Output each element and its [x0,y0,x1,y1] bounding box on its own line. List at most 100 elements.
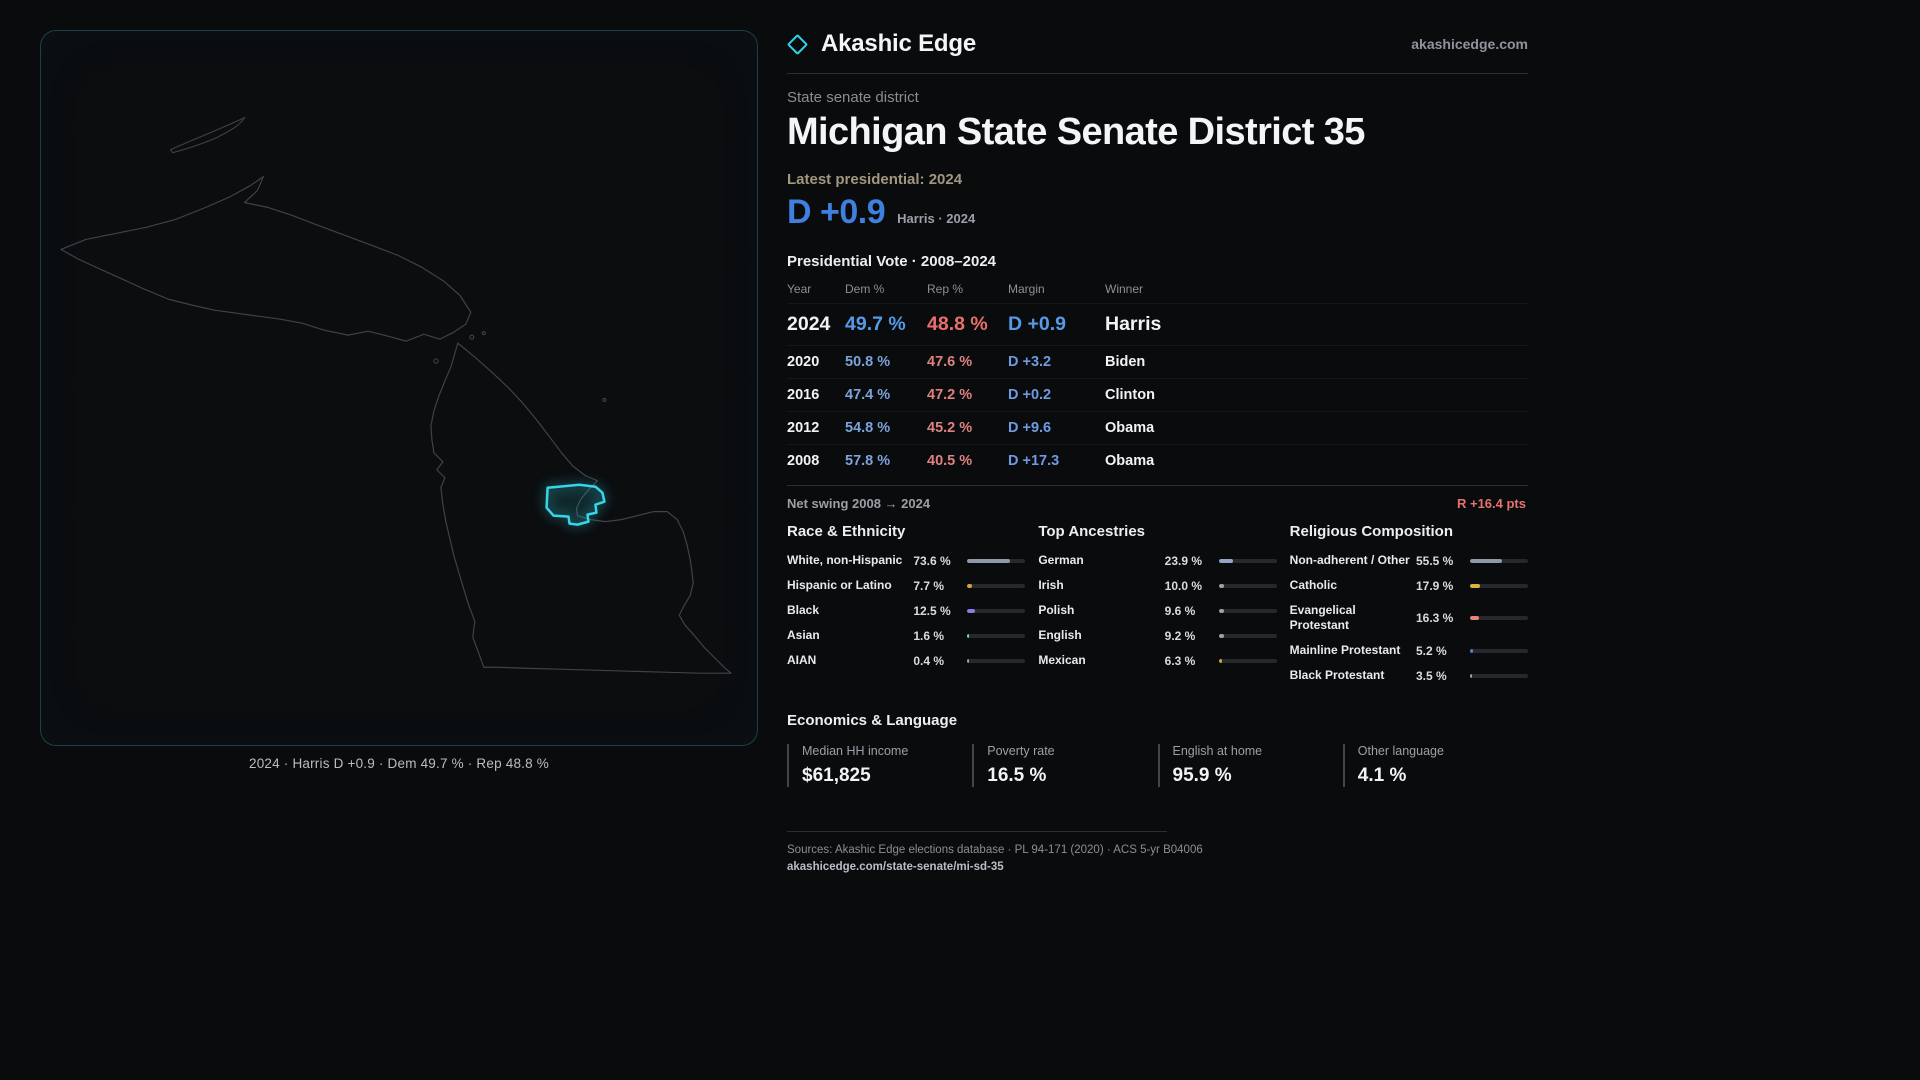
headline-margin-note: Harris · 2024 [897,211,976,226]
list-item: Catholic 17.9 % [1290,573,1528,598]
cell-winner: Obama [1105,453,1155,469]
report-panel: Akashic Edge akashicedge.com State senat… [786,24,1528,873]
table-row: 2012 54.8 % 45.2 % D +9.6 Obama [787,411,1528,444]
list-item: Black 12.5 % [787,598,1026,623]
stat-block: English at home 95.9 % [1157,744,1343,787]
list-item: AIAN 0.4 % [787,648,1026,673]
headline-margin-value: D +0.9 [787,193,886,231]
demo-value: 10.0 % [1164,578,1203,593]
stat-label: Other language [1357,744,1444,758]
cell-winner: Harris [1105,313,1162,335]
cell-margin: D +0.9 [1008,313,1066,335]
demo-label: Catholic [1289,578,1337,592]
demo-value: 0.4 % [913,653,945,668]
bar-track [1469,616,1528,620]
demo-value: 7.7 % [913,578,945,593]
race-ethnicity-column: Race & Ethnicity White, non-Hispanic 73.… [787,523,1026,688]
cell-dem: 54.8 % [845,420,891,436]
bar-track [1218,558,1277,563]
cell-rep: 47.2 % [927,387,973,403]
header-divider [787,73,1528,74]
cell-dem: 57.8 % [845,453,891,469]
site-link[interactable]: akashicedge.com [1411,36,1528,52]
bar-track [1218,583,1277,588]
bar-track [1469,673,1528,678]
sources-text: Sources: Akashic Edge elections database… [787,844,1203,856]
district-type-kicker: State senate district [787,89,919,106]
cell-year: 2024 [787,313,831,335]
page-title: Michigan State Senate District 35 [787,111,1365,153]
upper-peninsula-outline [60,175,472,342]
cell-year: 2008 [787,453,820,469]
island-dot [469,334,475,340]
cell-rep: 45.2 % [927,420,973,436]
bar-fill [1469,616,1480,620]
list-item: Asian 1.6 % [787,623,1026,648]
footer-divider [787,831,1167,832]
demo-label: Mainline Protestant [1289,643,1401,657]
list-item: White, non-Hispanic 73.6 % [787,548,1026,573]
stat-block: Poverty rate 16.5 % [972,744,1157,787]
economics-title: Economics & Language [787,712,958,729]
cell-dem: 47.4 % [845,387,891,403]
bar-track [1469,558,1528,563]
vote-table-header: Year Dem % Rep % Margin Winner [787,276,1528,303]
cell-rep: 47.6 % [927,354,973,370]
table-row: 2016 47.4 % 47.2 % D +0.2 Clinton [787,378,1528,411]
demo-value: 5.2 % [1415,643,1447,658]
cell-rep: 40.5 % [927,453,973,469]
bar-fill [967,608,975,613]
stat-value: 16.5 % [987,765,1047,786]
bar-fill [967,658,970,663]
bar-fill [967,633,970,638]
list-item: Irish 10.0 % [1038,573,1277,598]
cell-year: 2020 [787,354,820,370]
district-35-shape[interactable] [545,483,606,526]
bar-fill [967,583,972,588]
demo-label: Irish [1038,578,1064,592]
list-item: Non-adherent / Other 55.5 % [1290,548,1528,573]
vote-table: Year Dem % Rep % Margin Winner 2024 49.7… [787,276,1528,477]
demographics-section: Race & Ethnicity White, non-Hispanic 73.… [787,523,1528,688]
col-year: Year [787,282,812,296]
demo-label: English [1038,628,1082,642]
table-row: 2024 49.7 % 48.8 % D +0.9 Harris [787,303,1528,345]
bar-fill [1218,558,1233,563]
list-item: Mainline Protestant 5.2 % [1290,638,1528,663]
stat-label: Poverty rate [987,744,1055,758]
demo-label: Polish [1038,603,1075,617]
demo-label: Evangelical Protestant [1289,603,1356,632]
island-dot [481,331,486,336]
map-caption: 2024 · Harris D +0.9 · Dem 49.7 % · Rep … [249,756,549,771]
demo-label: German [1038,553,1084,567]
economics-stats-row: Median HH income $61,825 Poverty rate 16… [787,744,1528,787]
demo-label: Black Protestant [1289,668,1385,682]
demo-value: 17.9 % [1415,578,1454,593]
bar-fill [1218,583,1225,588]
demo-value: 12.5 % [913,603,951,618]
bar-track [967,633,1026,638]
list-item: Hispanic or Latino 7.7 % [787,573,1026,598]
bar-fill [1469,583,1481,588]
bar-track [967,583,1026,588]
bar-fill [1218,658,1223,663]
cell-year: 2016 [787,387,820,403]
bar-track [967,658,1026,663]
cell-margin: D +0.2 [1008,387,1052,403]
religion-title: Religious Composition [1289,523,1453,540]
swing-divider [787,485,1528,486]
ancestries-column: Top Ancestries German 23.9 % Irish 10.0 … [1038,523,1277,688]
permalink[interactable]: akashicedge.com/state-senate/mi-sd-35 [787,861,1004,873]
stat-block: Median HH income $61,825 [787,744,972,787]
demo-label: Black [787,603,820,617]
bar-fill [1469,673,1472,678]
net-swing-row: Net swing 2008 → 2024 R +16.4 pts [787,486,1528,519]
island-dot [433,358,439,364]
net-swing-label: Net swing 2008 → 2024 [787,496,931,511]
stat-value: $61,825 [802,765,871,786]
bar-track [1469,583,1528,588]
table-row: 2008 57.8 % 40.5 % D +17.3 Obama [787,444,1528,477]
bar-track [967,558,1026,563]
col-margin: Margin [1008,282,1045,296]
ancestries-title: Top Ancestries [1038,523,1146,540]
